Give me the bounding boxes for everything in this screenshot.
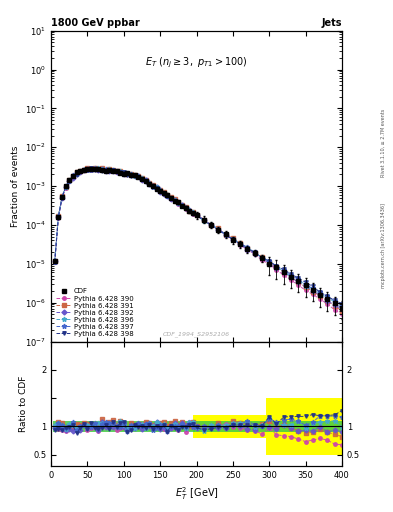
Text: mcplots.cern.ch [arXiv:1306.3436]: mcplots.cern.ch [arXiv:1306.3436] xyxy=(381,203,386,288)
Y-axis label: Fraction of events: Fraction of events xyxy=(11,145,20,227)
Text: 1800 GeV ppbar: 1800 GeV ppbar xyxy=(51,18,140,28)
Text: Rivet 3.1.10, ≥ 2.7M events: Rivet 3.1.10, ≥ 2.7M events xyxy=(381,109,386,178)
Text: Jets: Jets xyxy=(321,18,342,28)
Y-axis label: Ratio to CDF: Ratio to CDF xyxy=(18,376,28,432)
X-axis label: $E_T^2$ [GeV]: $E_T^2$ [GeV] xyxy=(174,485,219,502)
Legend: CDF, Pythia 6.428 390, Pythia 6.428 391, Pythia 6.428 392, Pythia 6.428 396, Pyt: CDF, Pythia 6.428 390, Pythia 6.428 391,… xyxy=(55,287,135,338)
Text: CDF_1994_S2952106: CDF_1994_S2952106 xyxy=(163,331,230,337)
Text: $E_T\ (n_j \geq 3,\ p_{T1}>100)$: $E_T\ (n_j \geq 3,\ p_{T1}>100)$ xyxy=(145,56,248,70)
